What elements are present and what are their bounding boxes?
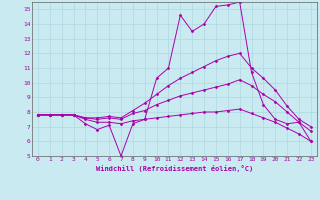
X-axis label: Windchill (Refroidissement éolien,°C): Windchill (Refroidissement éolien,°C) [96,165,253,172]
